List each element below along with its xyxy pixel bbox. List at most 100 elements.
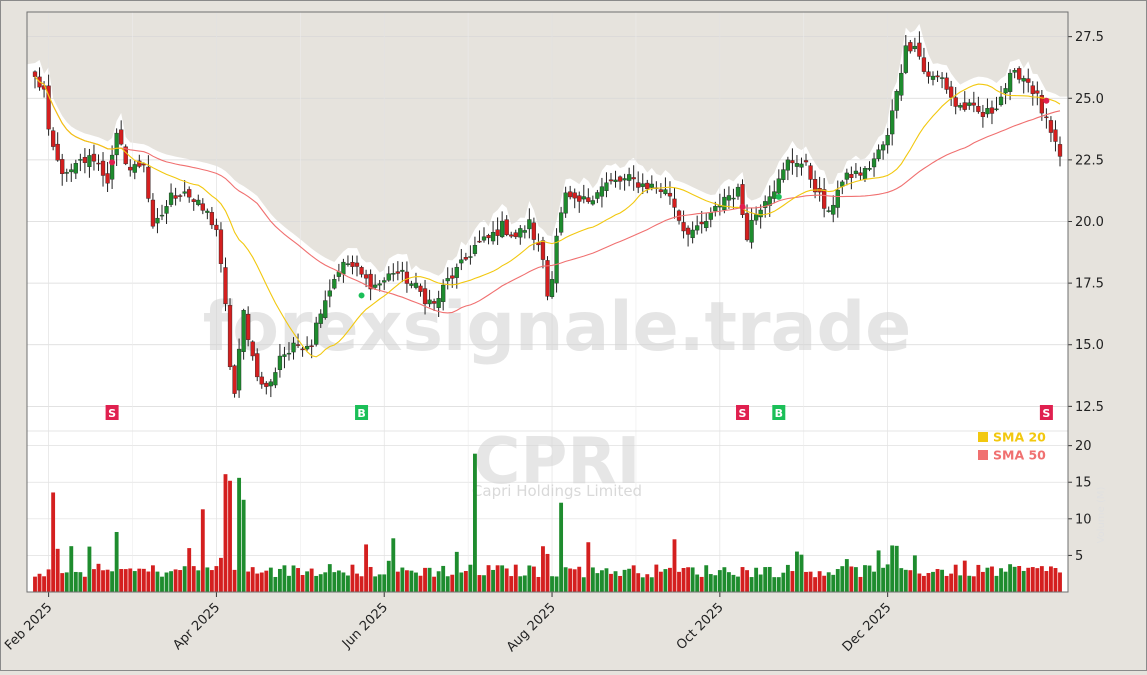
candle bbox=[622, 173, 627, 191]
candle bbox=[672, 187, 677, 219]
candle-body bbox=[1026, 78, 1031, 83]
candle-body bbox=[704, 221, 709, 229]
candle-body bbox=[595, 192, 600, 199]
candle-body bbox=[223, 267, 228, 305]
candle bbox=[354, 255, 360, 277]
volume-bar bbox=[309, 568, 314, 592]
candle-body bbox=[740, 184, 745, 215]
candle bbox=[568, 185, 573, 200]
volume-bar bbox=[1053, 568, 1058, 592]
candle-body bbox=[87, 155, 92, 167]
volume-bar bbox=[250, 567, 255, 592]
volume-bar bbox=[1035, 568, 1040, 592]
candle-body bbox=[853, 170, 859, 174]
legend-swatch bbox=[978, 432, 988, 442]
volume-bar bbox=[1049, 566, 1053, 592]
candle-body bbox=[799, 163, 804, 168]
candle-body bbox=[209, 212, 215, 226]
candle-body bbox=[105, 173, 110, 184]
candle bbox=[431, 298, 437, 311]
candle-body bbox=[608, 179, 614, 182]
candle bbox=[209, 206, 215, 229]
candle bbox=[613, 170, 618, 188]
candle bbox=[808, 162, 813, 188]
candle bbox=[132, 160, 137, 180]
ticker-watermark: CPRI bbox=[474, 425, 641, 499]
price-tick-label: 25.0 bbox=[1075, 92, 1104, 107]
candle bbox=[1048, 116, 1054, 143]
candle bbox=[1012, 68, 1017, 79]
volume-bar bbox=[849, 566, 854, 592]
candle bbox=[255, 348, 260, 382]
volume-bar bbox=[33, 576, 37, 592]
candle-body bbox=[345, 263, 351, 265]
candle bbox=[790, 148, 795, 175]
candle-body bbox=[867, 168, 872, 170]
candle bbox=[500, 211, 505, 239]
candle bbox=[540, 236, 546, 269]
volume-bar bbox=[341, 572, 346, 592]
candle bbox=[531, 217, 537, 251]
candle-body bbox=[200, 203, 205, 211]
candle bbox=[218, 222, 224, 273]
volume-bar bbox=[831, 574, 836, 592]
candle bbox=[971, 91, 976, 113]
candle-body bbox=[926, 71, 931, 77]
volume-bar bbox=[713, 575, 718, 592]
candle bbox=[776, 169, 781, 197]
candle bbox=[78, 153, 83, 172]
candle-body bbox=[445, 278, 450, 282]
candle-body bbox=[286, 352, 292, 355]
volume-bar bbox=[128, 568, 133, 592]
candle-body bbox=[318, 313, 323, 324]
volume-bar bbox=[844, 559, 849, 592]
signal-dot bbox=[1043, 97, 1050, 104]
candle-body bbox=[82, 157, 88, 163]
volume-bar bbox=[649, 577, 654, 592]
candle bbox=[82, 148, 88, 174]
candle bbox=[690, 221, 695, 244]
candle-body bbox=[481, 236, 487, 241]
volume-bar bbox=[908, 570, 913, 592]
volume-bar bbox=[940, 569, 945, 592]
volume-bar bbox=[835, 569, 840, 592]
volume-bar bbox=[799, 554, 804, 592]
candle bbox=[581, 184, 586, 204]
candle bbox=[939, 72, 945, 89]
candle-body bbox=[1017, 68, 1022, 80]
volume-tick-label: 15 bbox=[1075, 476, 1092, 491]
candle bbox=[246, 306, 251, 347]
candle-body bbox=[681, 222, 686, 232]
candle-body bbox=[568, 191, 573, 198]
candle bbox=[935, 70, 940, 82]
candle-body bbox=[495, 229, 500, 236]
candle-body bbox=[636, 182, 641, 188]
candle-body bbox=[159, 214, 165, 217]
candle-body bbox=[309, 345, 314, 347]
candle-body bbox=[214, 224, 219, 230]
candle bbox=[128, 159, 133, 177]
volume-bar bbox=[590, 567, 595, 592]
volume-bar bbox=[468, 564, 473, 592]
volume-bar bbox=[155, 571, 160, 592]
volume-bar bbox=[318, 574, 323, 592]
candle bbox=[518, 225, 523, 245]
volume-bar bbox=[164, 572, 169, 592]
candle-body bbox=[649, 183, 654, 188]
volume-bar bbox=[169, 571, 173, 592]
volume-bar bbox=[826, 572, 831, 592]
volume-bar bbox=[967, 575, 972, 592]
candle bbox=[264, 381, 269, 395]
volume-bar bbox=[931, 571, 935, 592]
candle-body bbox=[849, 174, 854, 178]
volume-bar bbox=[305, 571, 310, 592]
candle-body bbox=[744, 213, 750, 241]
candle bbox=[749, 208, 754, 249]
candle bbox=[400, 261, 405, 283]
candle bbox=[767, 185, 772, 218]
volume-bar bbox=[681, 567, 686, 592]
signal-badge bbox=[772, 405, 786, 420]
candle-body bbox=[441, 284, 446, 302]
candle-body bbox=[178, 195, 183, 197]
candle-body bbox=[890, 110, 895, 135]
